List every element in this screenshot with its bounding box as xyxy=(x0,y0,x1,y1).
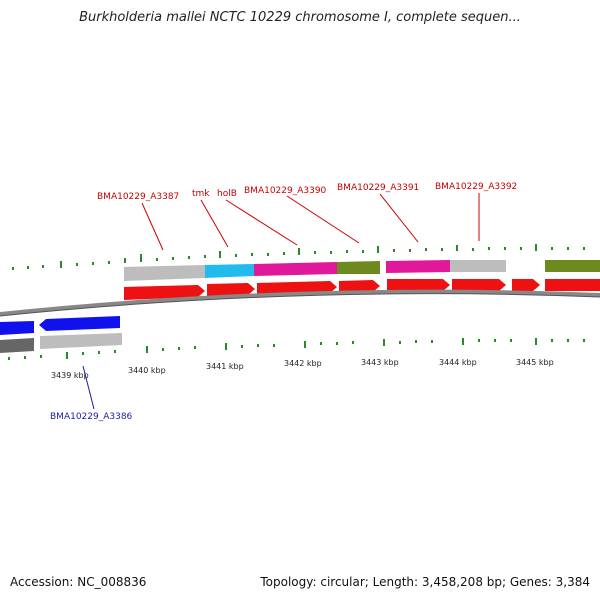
cds-arrow-forward xyxy=(512,279,540,291)
gene-label-holb[interactable]: holB xyxy=(217,189,237,199)
cds-arrow-forward xyxy=(124,285,205,300)
genome-backbone-shade xyxy=(0,293,600,317)
category-block xyxy=(124,265,205,281)
scale-tick-3445: 3445 kbp xyxy=(516,358,554,367)
category-block xyxy=(386,260,450,273)
category-block xyxy=(0,338,34,353)
label-leaders-forward xyxy=(141,193,480,251)
category-track-forward xyxy=(124,260,600,281)
cds-track-reverse xyxy=(0,316,120,335)
scale-tick-3441: 3441 kbp xyxy=(206,362,244,371)
scale-tick-3440: 3440 kbp xyxy=(128,366,166,375)
cds-arrow-forward xyxy=(339,280,380,293)
genome-backbone xyxy=(0,289,600,316)
cds-arrow-forward xyxy=(452,279,506,291)
scale-tick-3439: 3439 kbp xyxy=(51,371,89,380)
label-leader-reverse xyxy=(82,365,95,410)
gene-label-bma10229-a3392[interactable]: BMA10229_A3392 xyxy=(435,182,517,192)
gc-ring-upper xyxy=(12,244,585,270)
category-block xyxy=(545,260,600,272)
gene-label-bma10229-a3390[interactable]: BMA10229_A3390 xyxy=(244,186,327,196)
gene-label-bma10229-a3386[interactable]: BMA10229_A3386 xyxy=(50,412,133,422)
scale-tick-3444: 3444 kbp xyxy=(439,358,477,367)
accession-label: Accession: NC_008836 xyxy=(10,575,147,589)
category-track-reverse xyxy=(0,333,122,353)
category-block xyxy=(40,333,122,349)
gene-label-bma10229-a3387[interactable]: BMA10229_A3387 xyxy=(97,192,179,202)
cds-arrow-forward xyxy=(545,279,600,291)
gene-label-bma10229-a3391[interactable]: BMA10229_A3391 xyxy=(337,183,419,193)
category-block xyxy=(337,261,380,274)
category-block xyxy=(450,260,506,272)
gc-ring-lower xyxy=(8,338,585,360)
category-block xyxy=(205,264,254,278)
scale-tick-3443: 3443 kbp xyxy=(361,358,399,367)
cds-arrow-forward xyxy=(207,283,255,297)
category-block xyxy=(254,262,337,276)
cds-arrow-forward xyxy=(387,279,450,292)
sequence-summary: Topology: circular; Length: 3,458,208 bp… xyxy=(260,575,590,589)
gene-label-tmk[interactable]: tmk xyxy=(192,189,210,199)
cds-arrow-reverse xyxy=(0,321,34,335)
cds-arrow-reverse xyxy=(39,316,120,331)
scale-tick-3442: 3442 kbp xyxy=(284,359,322,368)
map-title: Burkholderia mallei NCTC 10229 chromosom… xyxy=(79,10,521,25)
cds-track-forward xyxy=(124,279,600,300)
